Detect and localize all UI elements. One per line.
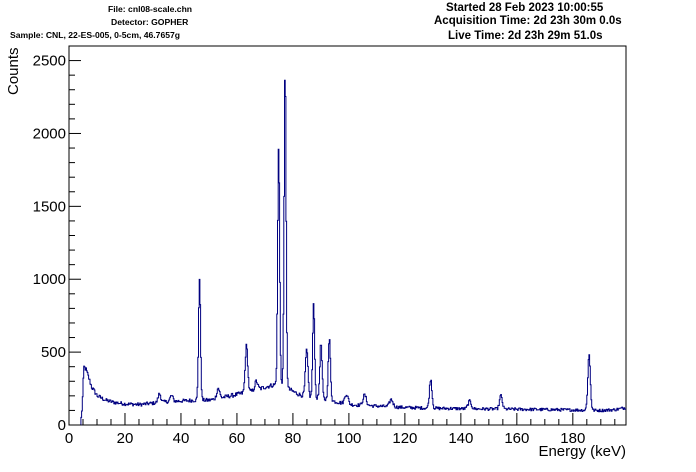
y-tick-label: 0 <box>58 417 66 434</box>
x-axis-ticks: 0 20 40 60 80 100 120 140 160 180 <box>65 413 616 447</box>
plot-frame <box>68 45 627 426</box>
file-label: File: cnl08-scale.chn <box>108 4 193 14</box>
x-tick-label: 80 <box>285 430 302 447</box>
y-axis-label: Counts <box>5 47 22 95</box>
x-tick-label: 100 <box>336 430 361 447</box>
spectrum-trace <box>70 79 626 426</box>
x-tick-label: 60 <box>229 430 246 447</box>
x-tick-label: 20 <box>117 430 134 447</box>
x-tick-label: 160 <box>504 430 529 447</box>
acquisition-time-label: Acquisition Time: 2d 23h 30m 0.0s <box>434 15 622 27</box>
y-tick-label: 1500 <box>33 198 66 215</box>
y-tick-label: 500 <box>41 344 66 361</box>
y-axis-ticks: 0 500 1000 1500 2000 2500 <box>33 45 81 434</box>
y-tick-label: 2500 <box>33 53 66 70</box>
x-tick-label: 120 <box>392 430 417 447</box>
detector-label: Detector: GOPHER <box>111 17 189 27</box>
x-tick-label: 180 <box>560 430 585 447</box>
sample-label: Sample: CNL, 22-ES-005, 0-5cm, 46.7657g <box>10 30 181 40</box>
x-axis-label: Energy (keV) <box>538 443 626 460</box>
x-tick-label: 0 <box>65 430 73 447</box>
x-tick-label: 140 <box>448 430 473 447</box>
y-tick-label: 1000 <box>33 271 66 288</box>
started-label: Started 28 Feb 2023 10:00:55 <box>446 2 604 14</box>
live-time-label: Live Time: 2d 23h 29m 51.0s <box>448 30 603 42</box>
plot-border <box>68 45 627 426</box>
y-tick-label: 2000 <box>33 125 66 142</box>
x-tick-label: 40 <box>173 430 190 447</box>
